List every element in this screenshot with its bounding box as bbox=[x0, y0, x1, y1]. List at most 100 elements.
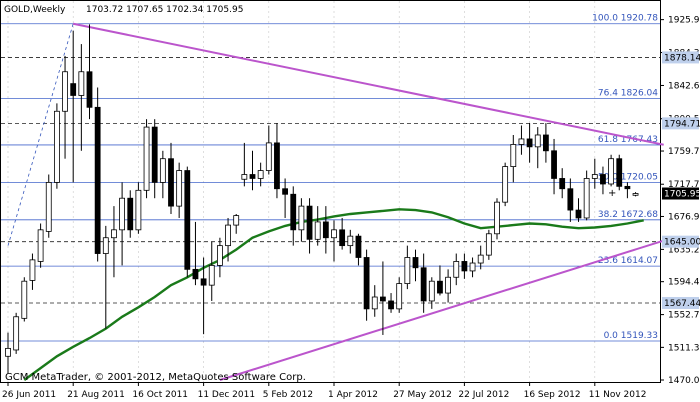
x-tick-label: 21 Aug 2011 bbox=[67, 390, 125, 400]
candle bbox=[404, 245, 411, 290]
candle bbox=[282, 178, 289, 218]
candle bbox=[176, 162, 183, 218]
candle bbox=[119, 182, 125, 266]
candle bbox=[233, 214, 240, 234]
y-tick-label: 1552.75 bbox=[668, 311, 700, 321]
y-tick-label: 1594.40 bbox=[668, 278, 700, 288]
candle bbox=[632, 192, 639, 197]
trendlines[interactable] bbox=[72, 22, 673, 381]
candle bbox=[469, 257, 476, 278]
x-tick-label: 26 Jun 2011 bbox=[2, 390, 56, 400]
candle bbox=[412, 249, 419, 282]
ohlc-values: 1703.72 1707.65 1702.34 1705.95 bbox=[86, 5, 243, 15]
fib-label: 50.0 1720.05 bbox=[598, 172, 658, 182]
candle bbox=[526, 123, 533, 163]
symbol-label: GOLD,Weekly bbox=[4, 5, 66, 15]
trendline[interactable] bbox=[72, 22, 664, 146]
candle bbox=[200, 257, 207, 335]
candle bbox=[257, 162, 264, 187]
candle bbox=[608, 154, 614, 187]
candle bbox=[347, 229, 354, 254]
candle bbox=[428, 277, 435, 309]
candle bbox=[510, 134, 517, 183]
candle bbox=[543, 123, 549, 163]
x-tick-label: 11 Dec 2011 bbox=[198, 390, 256, 400]
moving-average bbox=[23, 208, 644, 381]
candle bbox=[249, 150, 256, 191]
candle bbox=[331, 220, 337, 262]
candle bbox=[502, 162, 509, 207]
candle bbox=[102, 225, 109, 329]
fib-label: 38.2 1672.68 bbox=[598, 210, 658, 220]
candle bbox=[379, 261, 386, 335]
candle bbox=[192, 221, 199, 286]
candle bbox=[616, 154, 623, 191]
y-tick-label: 1759.70 bbox=[668, 147, 700, 157]
candle bbox=[591, 158, 598, 189]
candle bbox=[37, 223, 44, 268]
candle bbox=[551, 138, 557, 195]
candle bbox=[127, 190, 134, 238]
price-tag: 1567.44 bbox=[662, 296, 700, 309]
x-tick-label: 11 Nov 2012 bbox=[589, 390, 647, 400]
y-tick-label: 1470.00 bbox=[668, 376, 700, 386]
candle bbox=[143, 119, 150, 199]
candle bbox=[575, 198, 582, 222]
candle bbox=[339, 217, 346, 250]
candle bbox=[534, 127, 541, 169]
svg-text:1794.71: 1794.71 bbox=[664, 119, 700, 129]
candle bbox=[70, 30, 77, 183]
x-tick-label: 16 Sep 2012 bbox=[524, 390, 581, 400]
candle bbox=[111, 206, 117, 278]
y-tick-label: 1676.90 bbox=[668, 212, 700, 222]
candle bbox=[583, 170, 590, 221]
price-tags: 1878.14 1794.71 1645.00 1567.44 1705.95 bbox=[662, 51, 700, 309]
candle bbox=[437, 265, 443, 296]
candle bbox=[420, 253, 427, 313]
candle bbox=[45, 174, 52, 238]
candle bbox=[445, 269, 452, 303]
candle bbox=[559, 168, 566, 199]
candle bbox=[151, 119, 158, 199]
candle bbox=[86, 24, 93, 120]
candle bbox=[168, 142, 174, 215]
candle bbox=[477, 245, 484, 270]
candles bbox=[5, 24, 639, 374]
candle bbox=[29, 253, 36, 290]
svg-text:1705.95: 1705.95 bbox=[664, 190, 700, 200]
candle bbox=[298, 198, 305, 242]
x-axis: 26 Jun 2011 21 Aug 2011 16 Oct 2011 11 Dec … bbox=[2, 382, 646, 400]
candle bbox=[135, 182, 142, 234]
candle bbox=[518, 125, 525, 155]
candle bbox=[5, 332, 11, 374]
x-tick-label: 16 Oct 2011 bbox=[132, 390, 188, 400]
dotted-line bbox=[7, 23, 74, 246]
fibonacci-levels[interactable]: 100.0 1920.78 76.4 1826.04 61.8 1767.43 50.… bbox=[1, 14, 660, 342]
x-tick-label: 22 Jul 2012 bbox=[458, 390, 509, 400]
y-tick-label: 1842.65 bbox=[668, 81, 700, 91]
candle bbox=[208, 241, 215, 301]
price-tag: 1878.14 bbox=[662, 51, 700, 64]
svg-text:1645.00: 1645.00 bbox=[664, 238, 700, 248]
fib-label: 61.8 1767.43 bbox=[598, 135, 658, 145]
dotted-trendline bbox=[7, 23, 74, 246]
trendline[interactable] bbox=[219, 237, 673, 381]
y-tick-label: 1635.25 bbox=[668, 245, 700, 255]
candle bbox=[225, 217, 231, 262]
candle bbox=[274, 123, 280, 199]
y-tick-label: 1717.70 bbox=[668, 180, 700, 190]
current-price-tag: 1705.95 bbox=[662, 187, 700, 200]
horizontal-lines[interactable] bbox=[1, 57, 660, 304]
fib-label: 23.6 1614.07 bbox=[598, 256, 658, 266]
svg-text:1878.14: 1878.14 bbox=[664, 53, 700, 63]
y-tick-label: 1511.30 bbox=[668, 343, 700, 353]
candle bbox=[13, 312, 20, 354]
ma-line bbox=[23, 208, 644, 381]
candle bbox=[624, 182, 631, 199]
candle bbox=[265, 125, 272, 175]
candle bbox=[388, 293, 394, 313]
candle bbox=[94, 87, 101, 262]
fib-label: 100.0 1920.78 bbox=[592, 14, 658, 24]
